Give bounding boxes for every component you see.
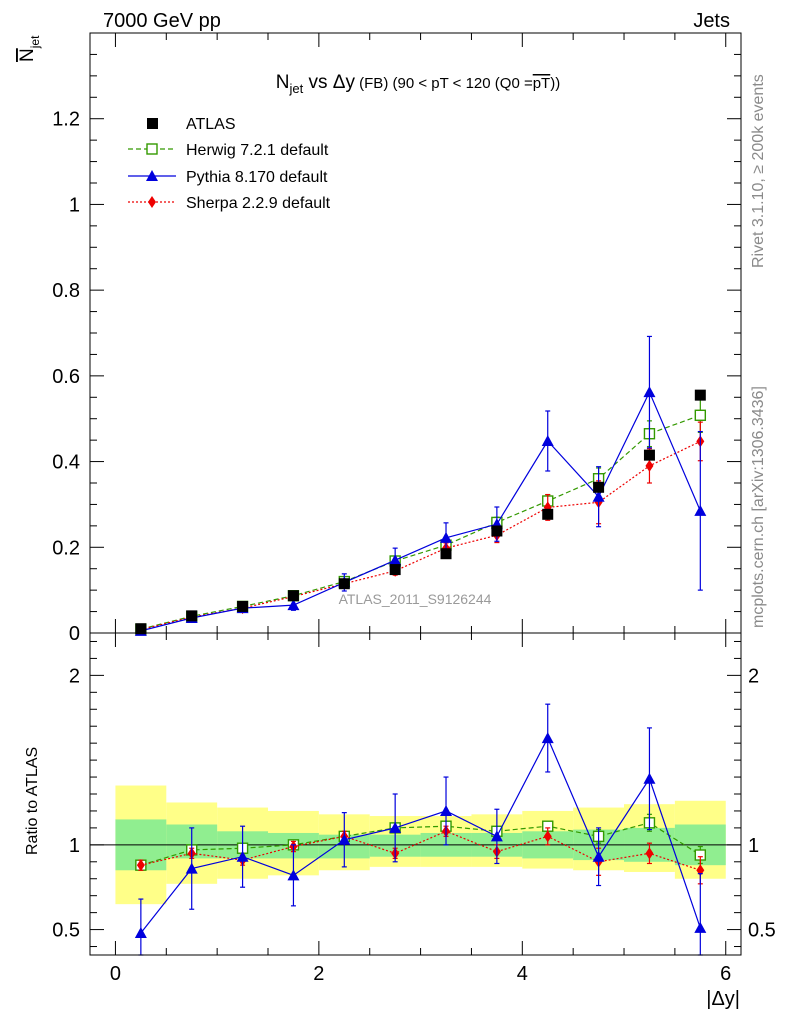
ylabel-jet-subscript: jet	[28, 35, 42, 49]
mcplots-label: mcplots.cern.ch [arXiv:1306.3436]	[750, 386, 767, 628]
title-overline-label: pT	[533, 75, 551, 92]
main-atlas-point	[440, 548, 452, 560]
title-jet-subscript: jet	[289, 81, 304, 96]
ratio-herwig-line	[140, 822, 701, 866]
ratio-ytick-label-left: 1	[69, 835, 80, 857]
ratio-xtick-label: 2	[313, 963, 324, 985]
legend-herwig-marker	[146, 143, 158, 155]
main-sherpa-line	[140, 440, 701, 631]
legend: ATLAS Herwig 7.2.1 default Pythia 8.170 …	[128, 116, 331, 212]
main-atlas-point	[287, 590, 299, 602]
main-pythia-point	[541, 435, 554, 446]
main-pythia-line	[140, 390, 701, 632]
ratio-ytick-label-left: 2	[69, 665, 80, 687]
ratio-pythia-line	[140, 736, 701, 934]
main-herwig-line	[140, 414, 701, 630]
ratio-pythia-point	[592, 850, 605, 862]
main-pythia-point	[440, 531, 453, 543]
main-pythia-point	[694, 504, 707, 516]
main-pythia-point	[643, 386, 656, 398]
main-pythia-point	[389, 554, 402, 566]
ratio-pythia-point	[490, 830, 503, 842]
ratio-plot-series	[134, 703, 707, 956]
legend-pythia-marker	[146, 170, 158, 181]
title-fb-label: (FB)	[355, 75, 388, 92]
ratio-plot-ticks	[90, 633, 741, 955]
ratio-sherpa-line	[140, 830, 701, 871]
main-plot-title: Njet vs Δy (FB) (90 < pT < 120 (Q0 =pT))	[276, 72, 560, 96]
main-herwig-point	[694, 409, 707, 421]
main-ytick-label: 0.4	[52, 452, 80, 474]
main-ytick-label: 0.6	[52, 366, 80, 388]
legend-sherpa-marker	[148, 196, 156, 208]
main-ylabel: Njet	[17, 35, 42, 62]
main-pythia-point	[592, 490, 605, 502]
ratio-pythia-point	[338, 833, 351, 845]
ratio-pythia-point	[287, 869, 300, 881]
main-atlas-point	[593, 481, 605, 493]
analysis-watermark: ATLAS_2011_S9126244	[339, 591, 492, 607]
main-atlas-point	[389, 564, 401, 576]
main-atlas-point	[338, 578, 350, 590]
ratio-pythia-point	[389, 821, 402, 833]
main-atlas-point	[237, 600, 249, 612]
main-plot-ticks	[90, 32, 741, 634]
legend-atlas-label: ATLAS	[186, 116, 236, 133]
main-atlas-point	[694, 389, 706, 401]
title-close-label: ))	[550, 75, 560, 92]
ratio-pythia-point	[236, 850, 249, 862]
header-left-label: 7000 GeV pp	[103, 10, 221, 32]
ratio-pythia-point	[643, 772, 656, 784]
main-atlas-point	[491, 525, 503, 537]
main-atlas-point	[186, 610, 198, 622]
ratio-xlabel: |Δy|	[706, 988, 740, 1010]
title-vs-label: vs Δy	[303, 72, 355, 93]
main-pythia-point	[287, 599, 300, 611]
title-range-label: (90 < pT < 120 (Q0 =	[388, 75, 533, 92]
main-plot-series	[134, 335, 707, 636]
ratio-ytick-label-right: 1	[748, 835, 759, 857]
header-right-label: Jets	[693, 10, 730, 32]
ratio-xtick-label: 6	[720, 963, 731, 985]
ratio-xtick-label: 4	[517, 963, 528, 985]
legend-sherpa-label: Sherpa 2.2.9 default	[186, 195, 331, 212]
ratio-xtick-labels: 0 2 4 6	[110, 963, 731, 985]
ratio-sherpa-point	[543, 830, 552, 843]
ratio-ytick-label-right: 2	[748, 665, 759, 687]
main-ytick-label: 0.2	[52, 537, 80, 559]
ratio-ytick-label-right: 0.5	[748, 920, 776, 942]
ratio-plot-frame	[89, 632, 742, 956]
ratio-ytick-label-left: 0.5	[52, 920, 80, 942]
ylabel-n-label: N	[17, 48, 38, 62]
main-ytick-label: 0.8	[52, 280, 80, 302]
ratio-sherpa-point	[645, 847, 654, 860]
ratio-pythia-point	[134, 926, 147, 938]
main-sherpa-point	[543, 501, 552, 514]
ratio-pythia-point	[440, 804, 453, 816]
main-ytick-label: 0	[69, 623, 80, 645]
main-atlas-point	[542, 508, 554, 520]
legend-herwig-label: Herwig 7.2.1 default	[186, 142, 329, 159]
ratio-ylabel: Ratio to ATLAS	[24, 747, 41, 855]
main-ytick-labels: 0 0.2 0.4 0.6 0.8 1 1.2	[52, 109, 80, 645]
main-ytick-label: 1	[69, 194, 80, 216]
ratio-pythia-point	[694, 921, 707, 933]
legend-pythia-label: Pythia 8.170 default	[186, 169, 328, 186]
main-atlas-point	[643, 449, 655, 461]
main-atlas-point	[135, 623, 147, 635]
main-sherpa-point	[645, 459, 654, 472]
rivet-version-label: Rivet 3.1.10, ≥ 200k events	[750, 74, 767, 268]
ratio-sherpa-point	[136, 859, 145, 872]
title-n-label: N	[276, 72, 290, 93]
ratio-pythia-point	[541, 732, 554, 744]
ratio-xtick-label: 0	[110, 963, 121, 985]
legend-atlas-marker	[147, 118, 158, 129]
ratio-ytick-labels: 0.5 0.5 1 1 2 2	[52, 665, 776, 941]
main-ytick-label: 1.2	[52, 109, 80, 131]
ratio-pythia-point	[185, 862, 198, 874]
